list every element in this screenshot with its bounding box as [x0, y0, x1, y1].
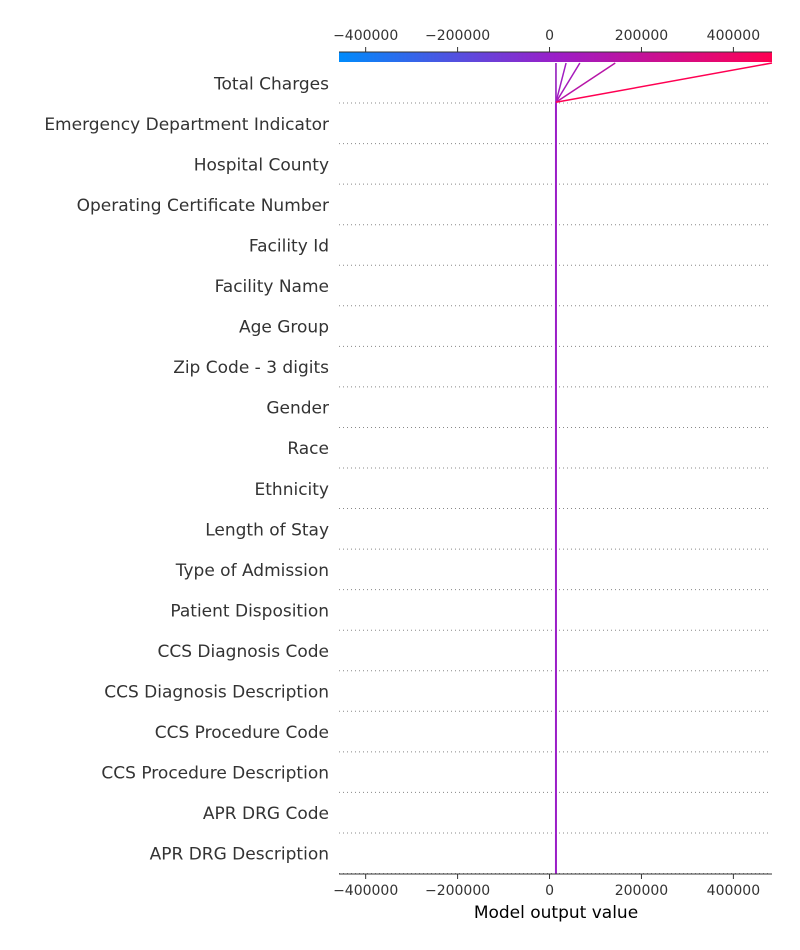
top-tick-label: −400000	[333, 28, 398, 44]
feature-label: Age Group	[239, 318, 329, 338]
decision-path	[555, 62, 616, 103]
feature-label: Total Charges	[213, 74, 329, 94]
bottom-tick-label: −400000	[333, 883, 398, 899]
feature-label: Type of Admission	[175, 561, 329, 581]
feature-labels: Total Charges Emergency Department Indica…	[44, 74, 329, 864]
x-axis-label: Model output value	[474, 903, 638, 923]
x-axes: −400000 −400000 −200000 −200000 0 0 200000 2000…	[333, 28, 772, 899]
feature-label: Facility Name	[215, 277, 329, 297]
feature-label: CCS Diagnosis Description	[104, 683, 329, 703]
bottom-tick-label: 400000	[707, 883, 760, 899]
feature-label: CCS Procedure Code	[155, 723, 329, 743]
bottom-tick-label: 0	[545, 883, 554, 899]
top-tick-label: −200000	[425, 28, 490, 44]
feature-label: Operating Certificate Number	[77, 196, 329, 216]
feature-label: Facility Id	[249, 236, 329, 256]
feature-label: Length of Stay	[205, 520, 329, 540]
feature-label: Race	[287, 439, 329, 459]
grid-layer	[339, 102, 770, 874]
top-tick-label: 200000	[615, 28, 668, 44]
decision-path	[555, 62, 567, 103]
feature-label: Zip Code - 3 digits	[173, 358, 329, 378]
decision-path	[555, 62, 773, 104]
feature-label: APR DRG Description	[150, 845, 329, 865]
top-tick-label: 400000	[707, 28, 760, 44]
feature-label: CCS Procedure Description	[101, 764, 329, 784]
output-colorbar	[339, 52, 772, 62]
feature-label: APR DRG Code	[203, 804, 329, 824]
feature-label: Ethnicity	[255, 480, 329, 500]
feature-label: Emergency Department Indicator	[44, 115, 329, 135]
feature-label: CCS Diagnosis Code	[158, 642, 330, 662]
feature-label: Patient Disposition	[170, 601, 329, 621]
top-tick-label: 0	[545, 28, 554, 44]
feature-label: Hospital County	[194, 155, 329, 175]
decision-path	[555, 62, 581, 103]
bottom-tick-label: −200000	[425, 883, 490, 899]
bottom-tick-label: 200000	[615, 883, 668, 899]
decision-lines	[554, 62, 773, 874]
feature-label: Gender	[266, 399, 329, 419]
